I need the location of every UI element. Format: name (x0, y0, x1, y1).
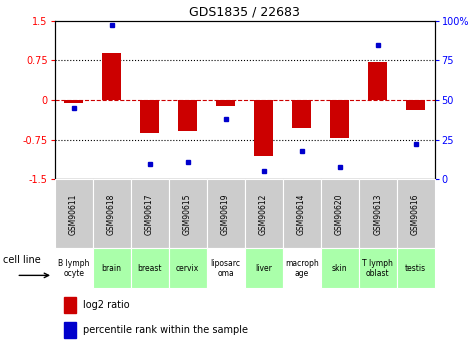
Bar (359, 179, 397, 248)
Bar (283, 248, 321, 288)
Bar (140, 100, 159, 133)
Bar (368, 62, 387, 100)
Bar (64, 322, 76, 338)
Bar (397, 179, 435, 248)
Text: GSM90615: GSM90615 (183, 193, 192, 235)
Text: cervix: cervix (176, 264, 199, 273)
Text: GSM90613: GSM90613 (373, 193, 382, 235)
Bar (321, 179, 359, 248)
Bar (102, 53, 121, 100)
Bar (64, 100, 83, 103)
Bar (207, 179, 245, 248)
Bar (283, 179, 321, 248)
Bar (245, 179, 283, 248)
Bar (292, 100, 311, 128)
Bar (406, 100, 425, 110)
Text: GSM90611: GSM90611 (69, 193, 78, 235)
Text: GSM90614: GSM90614 (297, 193, 306, 235)
Bar (93, 179, 131, 248)
Bar (55, 248, 93, 288)
Text: log2 ratio: log2 ratio (83, 299, 130, 309)
Title: GDS1835 / 22683: GDS1835 / 22683 (189, 5, 300, 18)
Text: liver: liver (255, 264, 272, 273)
Text: liposarc
oma: liposarc oma (210, 258, 241, 278)
Text: breast: breast (137, 264, 162, 273)
Text: GSM90619: GSM90619 (221, 193, 230, 235)
Text: B lymph
ocyte: B lymph ocyte (58, 258, 89, 278)
Bar (321, 248, 359, 288)
Text: GSM90612: GSM90612 (259, 193, 268, 235)
Bar (178, 100, 197, 131)
Bar (93, 248, 131, 288)
Bar (330, 100, 349, 138)
Text: macroph
age: macroph age (285, 258, 319, 278)
Bar (397, 248, 435, 288)
Bar (254, 100, 273, 156)
Bar (131, 248, 169, 288)
Bar (359, 248, 397, 288)
Bar (207, 248, 245, 288)
Bar (64, 297, 76, 313)
Text: testis: testis (405, 264, 426, 273)
Text: brain: brain (102, 264, 122, 273)
Bar (169, 179, 207, 248)
Text: GSM90618: GSM90618 (107, 193, 116, 235)
Text: skin: skin (332, 264, 347, 273)
Text: cell line: cell line (3, 255, 40, 265)
Text: T lymph
oblast: T lymph oblast (362, 258, 393, 278)
Bar (55, 179, 93, 248)
Text: percentile rank within the sample: percentile rank within the sample (83, 325, 248, 335)
Bar (169, 248, 207, 288)
Text: GSM90616: GSM90616 (411, 193, 420, 235)
Bar (245, 248, 283, 288)
Text: GSM90620: GSM90620 (335, 193, 344, 235)
Bar (216, 100, 235, 106)
Text: GSM90617: GSM90617 (145, 193, 154, 235)
Bar (131, 179, 169, 248)
